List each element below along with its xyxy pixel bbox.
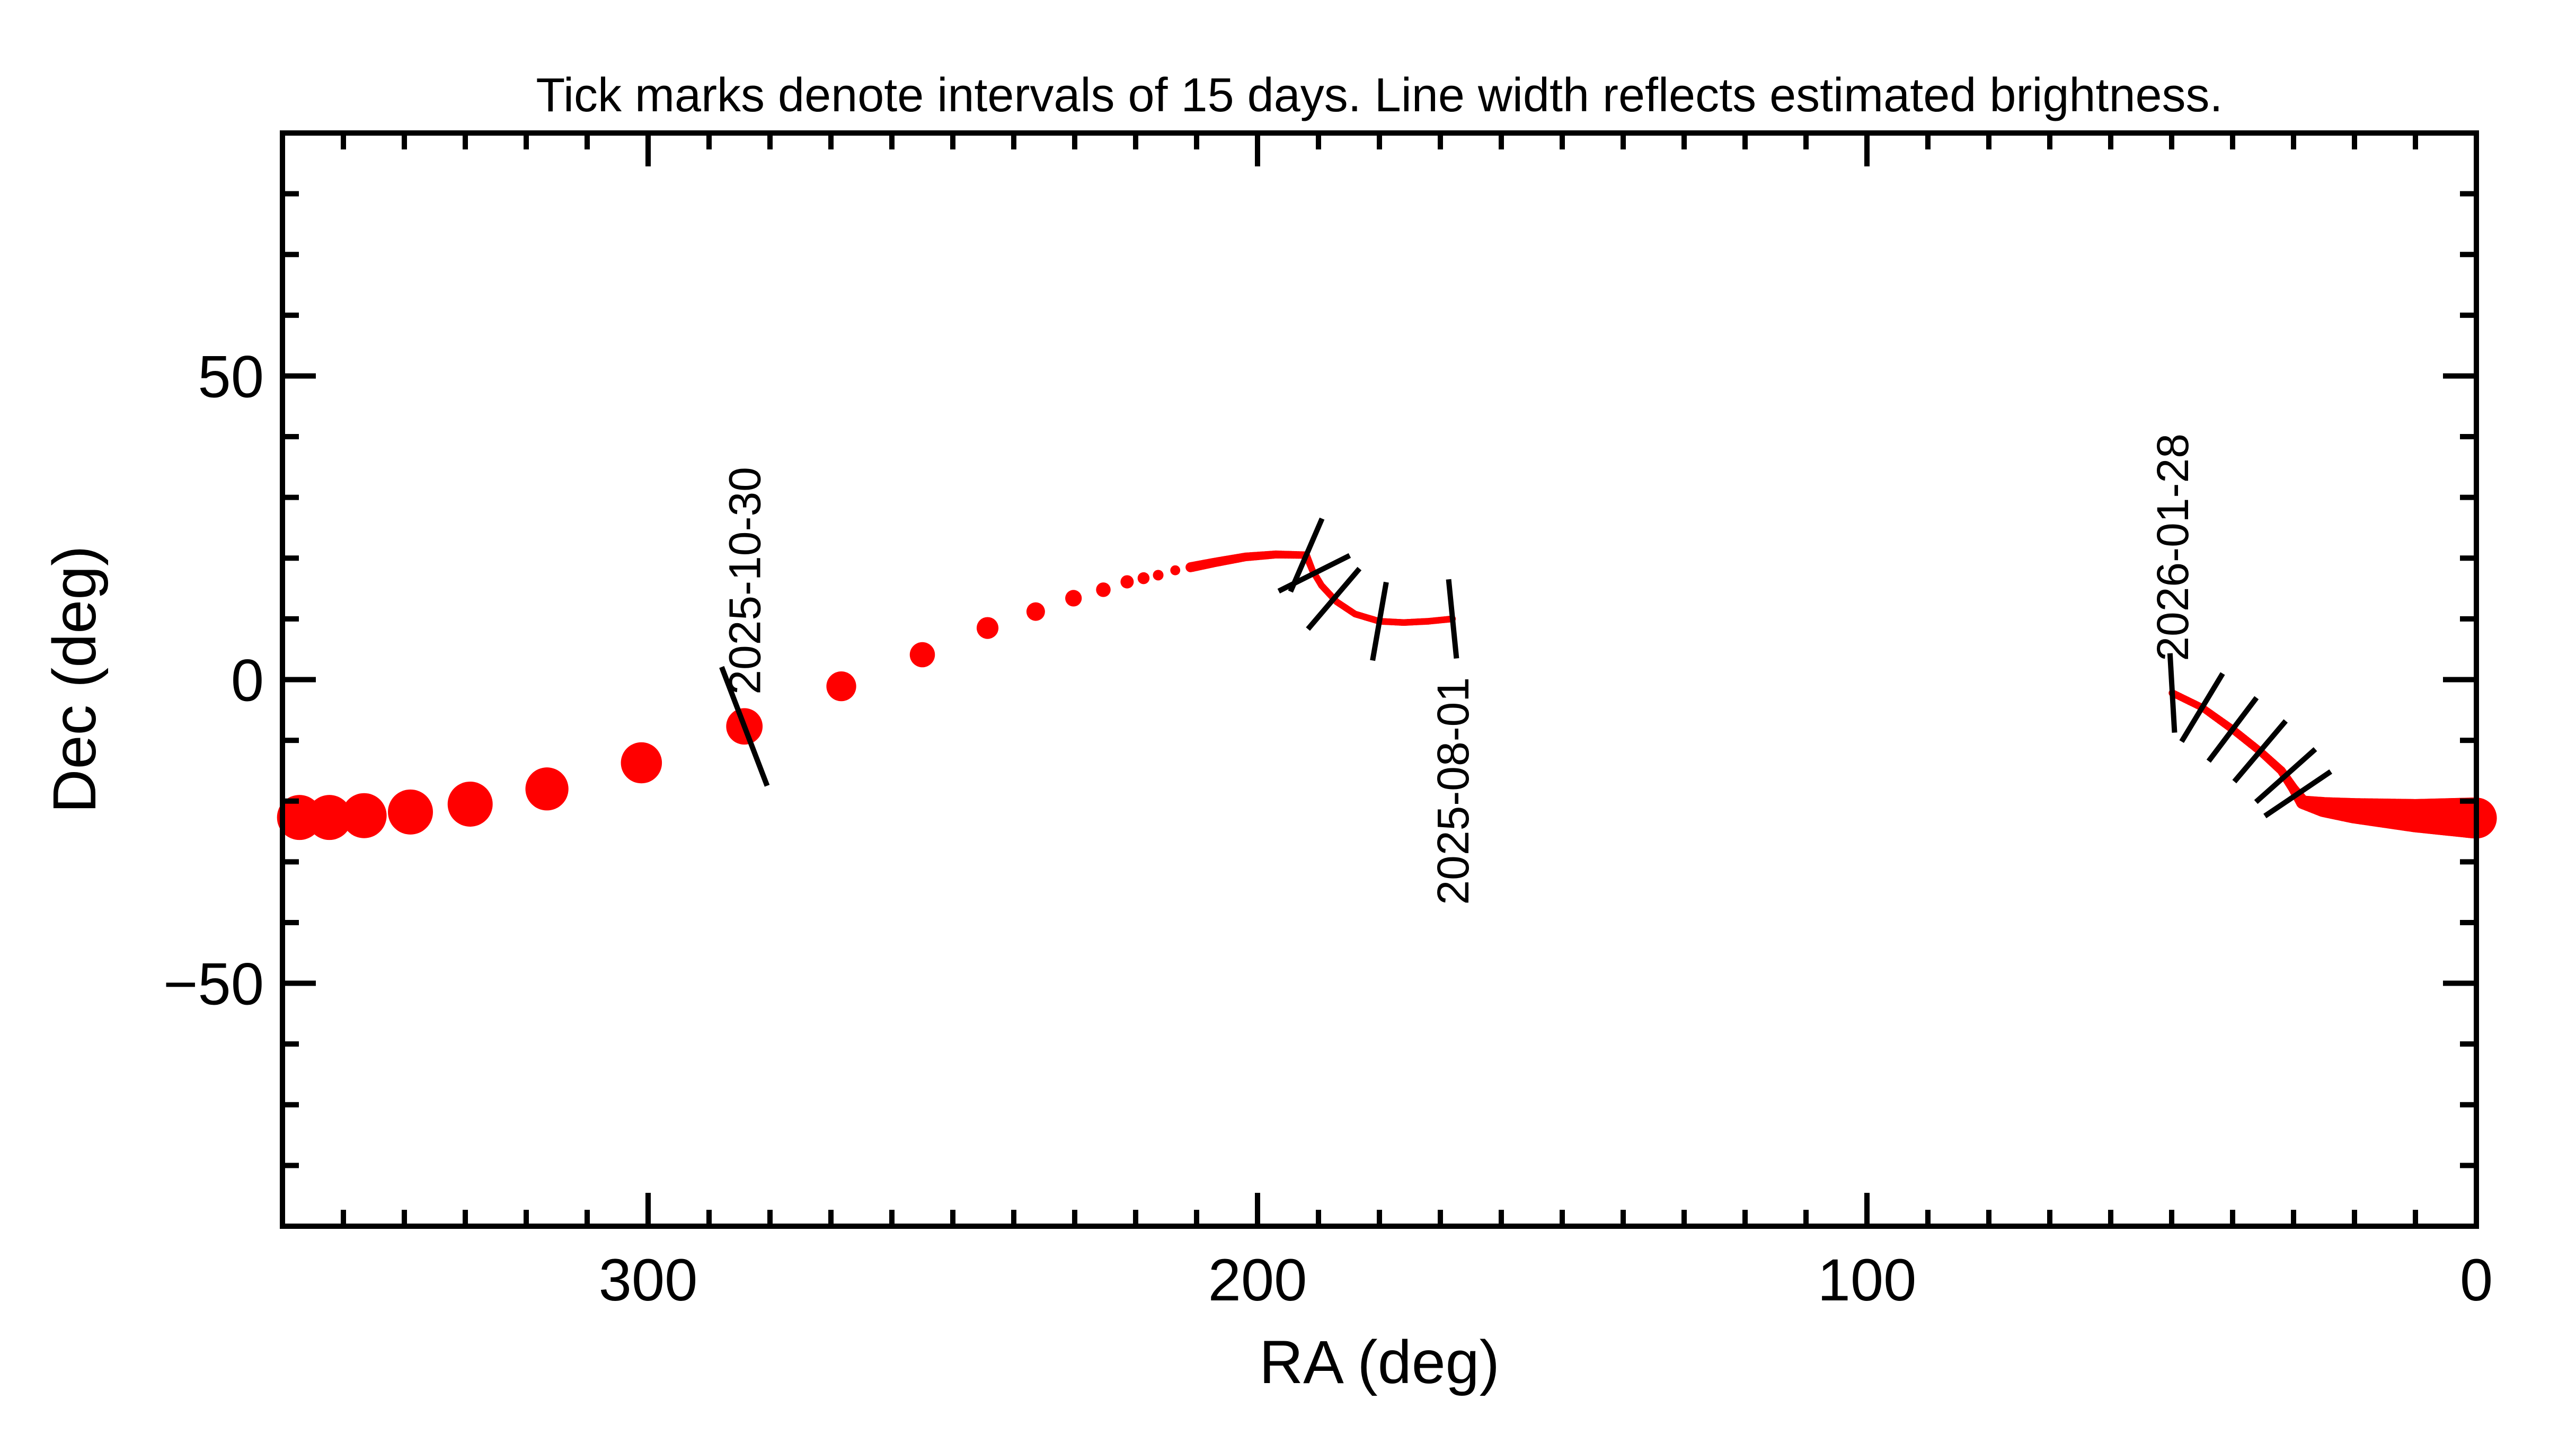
- y-axis-label: Dec (deg): [41, 546, 109, 813]
- path-dot: [1065, 590, 1082, 607]
- y-tick-label: −50: [163, 951, 264, 1017]
- interval-tick-mark: [2167, 653, 2177, 733]
- interval-tick-marks: [719, 517, 2333, 819]
- x-tick-label: 200: [1208, 1247, 1307, 1313]
- path-dot: [1096, 582, 1111, 597]
- date-label: 2025-10-30: [720, 467, 770, 695]
- interval-tick-mark: [1288, 517, 1325, 593]
- interval-tick-mark: [2254, 747, 2317, 804]
- path-dot: [909, 642, 935, 668]
- chart-title: Tick marks denote intervals of 15 days. …: [536, 69, 2223, 122]
- interval-tick-mark: [1306, 566, 1362, 631]
- x-tick-label: 300: [599, 1247, 698, 1313]
- path-dot: [447, 781, 493, 827]
- y-tick-label: 0: [231, 648, 264, 714]
- path-dot: [341, 793, 387, 838]
- interval-tick-mark: [719, 666, 770, 787]
- interval-tick-mark: [2179, 672, 2225, 743]
- interval-tick-mark: [1446, 579, 1459, 659]
- path-dot: [388, 789, 433, 835]
- interval-tick-mark: [2206, 696, 2259, 763]
- path-dot: [976, 617, 999, 639]
- x-tick-label: 100: [1818, 1247, 1917, 1313]
- x-axis-label: RA (deg): [1259, 1328, 1500, 1396]
- date-label: 2025-08-01: [1428, 677, 1478, 905]
- date-label: 2026-01-28: [2148, 433, 2198, 661]
- axes: 300 200 100 0 50 0 −50: [163, 130, 2493, 1313]
- interval-tick-mark: [2232, 719, 2288, 784]
- path-dot: [1137, 572, 1150, 584]
- path-line-segment: [1185, 562, 1198, 572]
- interval-tick-mark: [2263, 769, 2333, 819]
- date-labels: 2025-08-01 2025-10-30 2026-01-28: [720, 433, 2198, 905]
- interval-tick-mark: [1277, 553, 1351, 594]
- path-dot: [525, 767, 569, 811]
- path-dot: [826, 671, 856, 702]
- path-dot: [1153, 570, 1164, 581]
- y-tick-label: 50: [198, 343, 264, 410]
- path-dot: [1026, 602, 1045, 621]
- plot-frame: [280, 130, 2479, 1229]
- path-dot: [1170, 565, 1181, 575]
- interval-tick-mark: [1370, 581, 1389, 661]
- path-dot: [621, 742, 662, 784]
- path-marks: [277, 550, 2497, 840]
- x-tick-label: 0: [2460, 1247, 2493, 1313]
- path-dot: [1120, 575, 1134, 589]
- path-dot: [277, 795, 322, 840]
